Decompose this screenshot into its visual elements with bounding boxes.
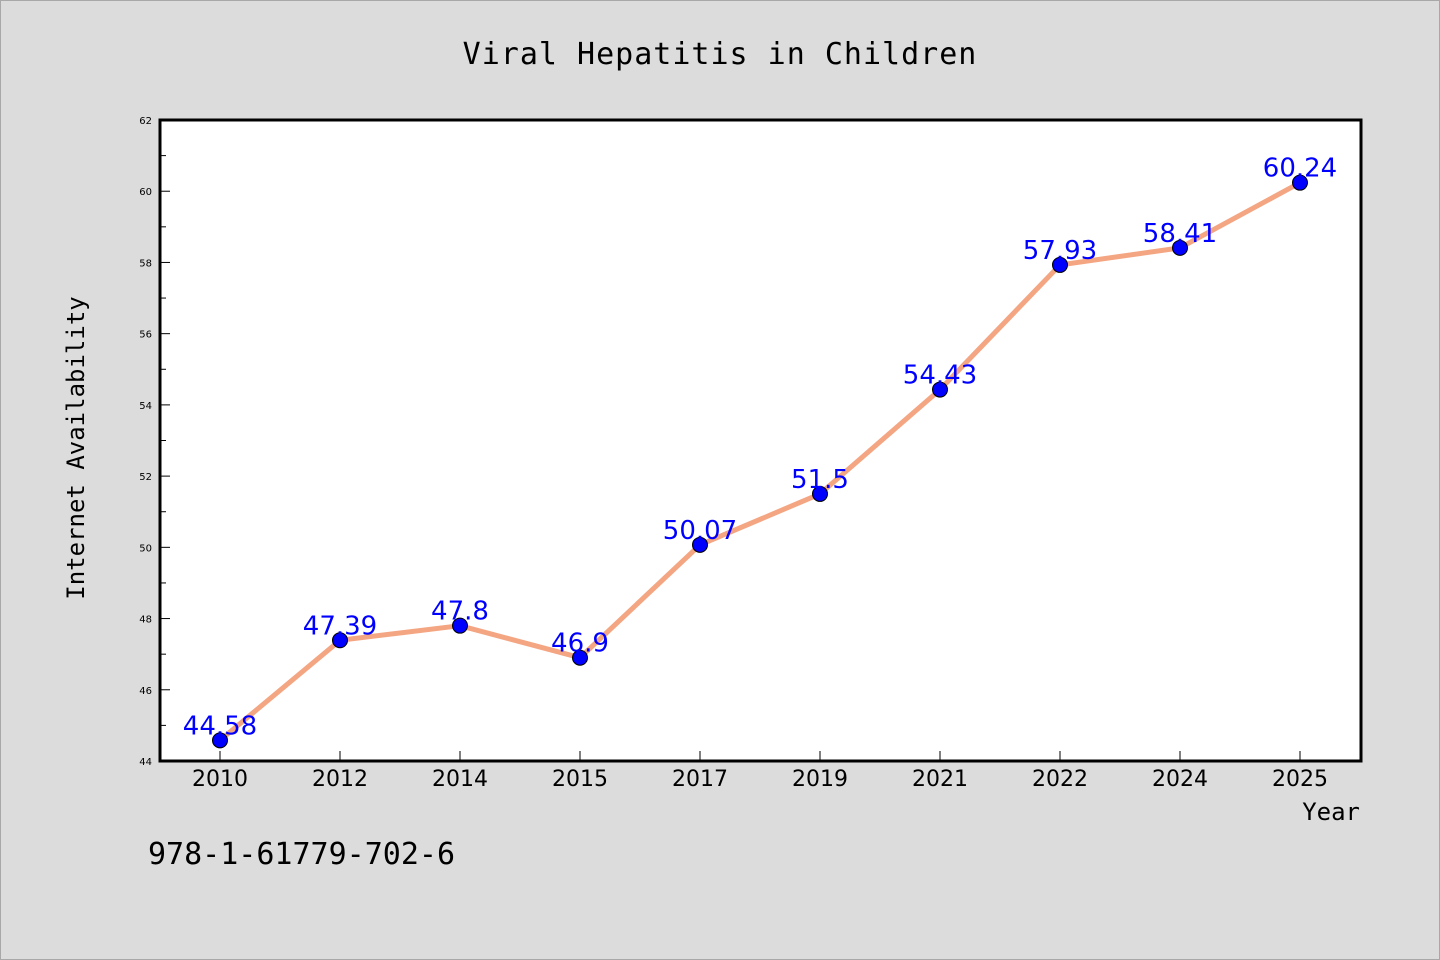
chart-title: Viral Hepatitis in Children: [463, 37, 978, 72]
x-tick-label: 2024: [1152, 767, 1208, 792]
data-markers: [212, 174, 1308, 749]
x-tick-label: 2012: [312, 767, 368, 792]
data-label: 44.58: [183, 711, 257, 741]
data-point: [572, 649, 588, 666]
data-point: [812, 485, 828, 502]
y-tick-label: 46: [139, 686, 152, 697]
x-tick-label: 2025: [1272, 767, 1328, 792]
x-tick-label: 2015: [552, 767, 608, 792]
x-tick-label: 2017: [672, 767, 728, 792]
data-label: 58.41: [1143, 219, 1217, 249]
y-tick-label: 48: [139, 615, 152, 626]
y-tick-label: 54: [139, 401, 152, 412]
y-tick-label: 52: [139, 472, 152, 483]
isbn-annotation: 978-1-61779-702-6: [148, 837, 455, 872]
data-label: 60.24: [1263, 154, 1337, 184]
data-point: [212, 732, 228, 749]
x-tick-label: 2021: [912, 767, 968, 792]
y-axis: 44 46 48 50 52 54 56 58 60 62: [139, 116, 170, 768]
data-point: [332, 632, 348, 649]
data-point: [1052, 256, 1068, 273]
data-label: 46.9: [551, 629, 609, 659]
data-labels: 44.58 47.39 47.8 46.9 50.07 51.5 54.43 57.93 58.…: [183, 154, 1337, 742]
y-tick-label: 58: [139, 258, 152, 269]
y-tick-label: 44: [139, 757, 152, 768]
x-tick-label: 2010: [192, 767, 248, 792]
x-axis-title: Year: [1302, 798, 1360, 826]
y-axis-title: Internet Availability: [62, 296, 90, 599]
data-point: [932, 381, 948, 398]
data-label: 50.07: [663, 516, 737, 546]
data-label: 51.5: [791, 465, 849, 495]
y-tick-label: 62: [139, 116, 152, 127]
y-tick-label: 60: [139, 187, 152, 198]
plot-area: [158, 118, 1363, 763]
x-axis: 2010 2012 2014 2015 2017 2019 2021 2022 2024 2025: [192, 751, 1328, 792]
data-point: [1172, 239, 1188, 256]
y-tick-label: 56: [139, 330, 152, 341]
x-tick-label: 2019: [792, 767, 848, 792]
data-label: 47.8: [431, 597, 489, 627]
data-point: [452, 617, 468, 634]
data-label: 57.93: [1023, 236, 1097, 266]
data-point: [692, 536, 708, 553]
y-tick-label: 50: [139, 543, 152, 554]
data-label: 54.43: [903, 361, 977, 391]
data-label: 47.39: [303, 611, 377, 641]
data-point: [1292, 174, 1308, 191]
x-tick-label: 2022: [1032, 767, 1088, 792]
x-tick-label: 2014: [432, 767, 488, 792]
series-line: [218, 180, 1302, 743]
